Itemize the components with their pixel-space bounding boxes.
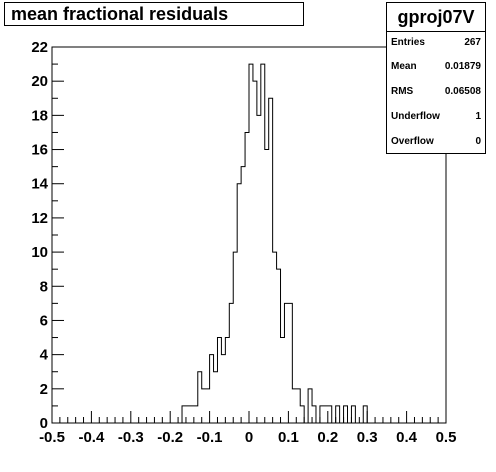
histogram-bar [344, 406, 348, 423]
x-tick-label: 0.2 [317, 429, 338, 446]
x-tick-label: -0.4 [78, 429, 105, 446]
histogram-bar [257, 115, 261, 423]
y-tick-label: 2 [40, 381, 48, 398]
histogram-bar [265, 150, 269, 423]
histogram-bar [182, 406, 186, 423]
histogram-bar [210, 355, 214, 423]
stat-label: Mean [391, 61, 417, 72]
x-tick-label: 0 [245, 429, 253, 446]
histogram-outline [181, 63, 368, 424]
histogram-bar [245, 132, 249, 423]
stat-label: Underflow [391, 111, 440, 122]
stat-label: Overflow [391, 136, 434, 147]
histogram-bar [284, 303, 288, 423]
histogram-bar [336, 406, 340, 423]
histogram-bar [312, 406, 316, 423]
stats-histogram-name: gproj07V [387, 3, 485, 32]
histogram-bar [225, 338, 229, 423]
stat-row-mean: Mean 0.01879 [391, 61, 481, 75]
y-tick-label: 20 [31, 73, 48, 90]
stat-value: 0 [475, 136, 481, 147]
y-tick-label: 18 [31, 107, 48, 124]
histogram-bar [273, 252, 277, 423]
histogram-bar [308, 389, 312, 423]
chart-title-box: mean fractional residuals [4, 2, 304, 26]
histogram-bar [296, 389, 300, 423]
x-tick-label: 0.4 [396, 429, 418, 446]
histogram-bar [363, 406, 367, 423]
stat-row-underflow: Underflow 1 [391, 111, 481, 125]
histogram-bar [288, 303, 292, 423]
histogram-bar [300, 406, 304, 423]
stat-row-rms: RMS 0.06508 [391, 86, 481, 100]
x-tick-label: 0.1 [278, 429, 299, 446]
histogram-bar [328, 406, 332, 423]
stat-value: 0.06508 [444, 86, 481, 97]
x-tick-label: -0.3 [118, 429, 144, 446]
histogram-bar [221, 355, 225, 423]
y-tick-label: 4 [40, 347, 49, 364]
histogram-bar [269, 98, 273, 423]
stat-value: 1 [475, 111, 481, 122]
histogram-bar [249, 64, 253, 423]
x-tick-label: -0.5 [39, 429, 65, 446]
y-tick-label: 6 [40, 312, 48, 329]
y-tick-label: 12 [31, 210, 48, 227]
stat-row-entries: Entries 267 [391, 37, 481, 51]
x-tick-labels-group: -0.5 -0.4 -0.3 -0.2 -0.1 0 0.1 0.2 0.3 0.4 0.5 [39, 429, 456, 446]
x-tick-label: -0.1 [197, 429, 223, 446]
histogram-bar [190, 406, 194, 423]
histogram-bar [324, 406, 328, 423]
histogram-bar [237, 184, 241, 423]
stat-label: RMS [391, 86, 414, 97]
y-tick-label: 0 [40, 415, 48, 432]
histogram-bar [214, 372, 218, 423]
histogram-bar [253, 81, 257, 423]
y-tick-label: 8 [40, 278, 48, 295]
histogram-bar [320, 406, 324, 423]
histogram-bar [229, 303, 233, 423]
histogram-bar [261, 64, 265, 423]
x-tick-label: 0.3 [357, 429, 378, 446]
stat-row-overflow: Overflow 0 [391, 136, 481, 150]
histogram-bar [292, 389, 296, 423]
x-tick-label: -0.2 [157, 429, 183, 446]
histogram-bar [277, 269, 281, 423]
histogram-bar [206, 389, 210, 423]
stats-box: gproj07V Entries 267 Mean 0.01879 RMS 0.… [386, 2, 486, 154]
histogram-bar [281, 338, 285, 423]
histogram-bar [198, 372, 202, 423]
histogram-bar [233, 252, 237, 423]
stat-value: 0.01879 [444, 61, 481, 72]
y-tick-label: 16 [31, 142, 48, 159]
y-tick-label: 10 [31, 244, 48, 261]
histogram-bar [186, 406, 190, 423]
histogram-bar [217, 338, 221, 423]
y-tick-label: 14 [31, 176, 48, 193]
y-tick-labels-group: 0 2 4 6 8 10 12 14 16 18 20 22 [31, 39, 48, 432]
y-tick-label: 22 [31, 39, 48, 56]
chart-title: mean fractional residuals [11, 4, 229, 24]
stat-value: 267 [464, 37, 481, 48]
stat-label: Entries [391, 37, 425, 48]
histogram-bar [194, 406, 198, 423]
x-tick-label: 0.5 [436, 429, 457, 446]
histogram-bar [202, 389, 206, 423]
histogram-bar [241, 167, 245, 423]
histogram-bar [351, 406, 355, 423]
